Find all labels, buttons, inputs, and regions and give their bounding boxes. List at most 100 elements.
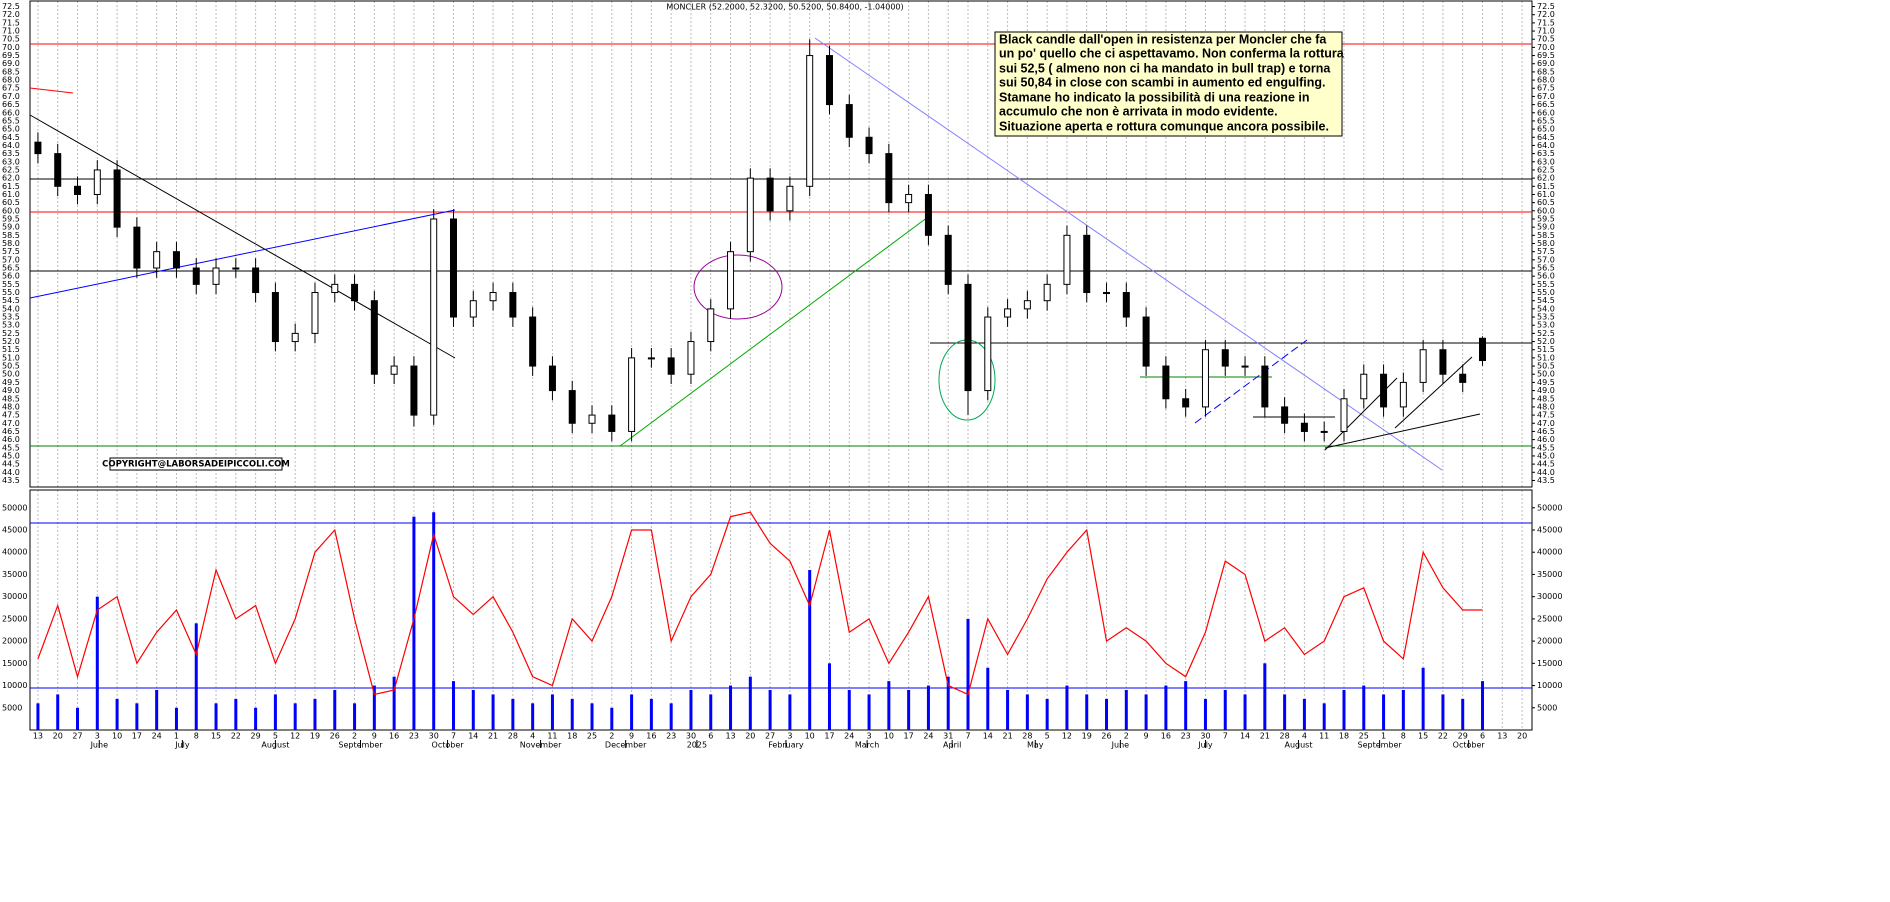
x-tick-label: 18 bbox=[1339, 732, 1349, 741]
candle-body bbox=[351, 283, 359, 302]
overlays bbox=[29, 0, 1533, 731]
y-tick-label: 30000 bbox=[1537, 592, 1562, 601]
y-tick-label: 56.5 bbox=[1537, 264, 1555, 273]
x-tick-label: 20 bbox=[53, 732, 63, 741]
volume-bar bbox=[1401, 690, 1405, 730]
volume-bar bbox=[1342, 690, 1346, 730]
volume-bar bbox=[827, 663, 831, 730]
volume-bar bbox=[1164, 685, 1168, 730]
volume-bar bbox=[1302, 698, 1306, 730]
x-tick-label: 7 bbox=[451, 732, 456, 741]
y-tick-label: 63.0 bbox=[2, 157, 20, 166]
y-tick-label: 71.0 bbox=[1537, 27, 1555, 36]
y-tick-label: 68.0 bbox=[1537, 76, 1555, 85]
y-tick-label: 72.0 bbox=[2, 10, 20, 19]
x-tick-label: 4 bbox=[530, 732, 535, 741]
note-box bbox=[994, 31, 1343, 137]
y-tick-label: 43.5 bbox=[1537, 476, 1555, 485]
x-tick-label: 12 bbox=[290, 732, 300, 741]
y-tick-label: 50000 bbox=[1537, 503, 1562, 512]
month-label: October bbox=[432, 741, 465, 750]
volume-bar bbox=[1382, 694, 1386, 730]
x-tick-label: 10 bbox=[805, 732, 815, 741]
y-tick-label: 71.0 bbox=[2, 27, 20, 36]
note-line: Black candle dall'open in resistenza per… bbox=[999, 32, 1327, 46]
candle-body bbox=[1439, 349, 1447, 375]
candle-body bbox=[1419, 349, 1427, 383]
price-frame bbox=[29, 0, 1533, 488]
y-tick-label: 52.0 bbox=[1537, 337, 1555, 346]
volume-bar bbox=[1441, 694, 1445, 730]
volume-average-line bbox=[37, 511, 1483, 696]
month-label: December bbox=[605, 741, 647, 750]
candle-body bbox=[1360, 373, 1368, 400]
x-tick-label: 20 bbox=[745, 732, 755, 741]
y-tick-label: 45.0 bbox=[2, 451, 20, 460]
volume-bar bbox=[946, 676, 950, 730]
y-tick-label: 52.0 bbox=[2, 337, 20, 346]
x-tick-label: 27 bbox=[765, 732, 775, 741]
y-tick-label: 61.0 bbox=[1537, 190, 1555, 199]
volume-bar bbox=[56, 694, 60, 730]
volume-bar bbox=[412, 516, 416, 730]
x-tick-label: 30 bbox=[686, 732, 696, 741]
x-tick-label: 28 bbox=[1280, 732, 1290, 741]
y-tick-label: 35000 bbox=[2, 570, 27, 579]
x-tick-label: 14 bbox=[468, 732, 478, 741]
candle-body bbox=[1261, 365, 1269, 408]
y-tick-label: 47.5 bbox=[2, 411, 20, 420]
y-tick-label: 72.0 bbox=[1537, 10, 1555, 19]
x-tick-label: 16 bbox=[1161, 732, 1171, 741]
y-tick-label: 50.5 bbox=[2, 362, 20, 371]
volume-bar bbox=[1085, 694, 1089, 730]
candle-body bbox=[1399, 381, 1407, 408]
y-tick-label: 70.0 bbox=[1537, 43, 1555, 52]
x-tick-label: 30 bbox=[1200, 732, 1210, 741]
y-tick-label: 46.5 bbox=[2, 427, 20, 436]
candle-body bbox=[509, 292, 517, 318]
y-tick-label: 69.0 bbox=[2, 59, 20, 68]
volume-bar bbox=[748, 676, 752, 730]
y-tick-label: 53.0 bbox=[1537, 321, 1555, 330]
y-tick-label: 58.5 bbox=[1537, 231, 1555, 240]
y-tick-label: 40000 bbox=[2, 548, 27, 557]
note-line: sui 50,84 in close con scambi in aumento… bbox=[999, 75, 1325, 89]
candle-body bbox=[924, 193, 932, 236]
candle-body bbox=[1320, 430, 1328, 433]
x-tick-label: 24 bbox=[923, 732, 933, 741]
y-tick-label: 43.5 bbox=[2, 476, 20, 485]
candle-body bbox=[93, 169, 101, 195]
candle-body bbox=[687, 341, 695, 375]
volume-bar bbox=[1045, 698, 1049, 730]
y-tick-label: 44.0 bbox=[2, 468, 20, 477]
candle-body bbox=[172, 251, 180, 269]
volume-bar bbox=[155, 690, 159, 730]
candle-body bbox=[1281, 406, 1289, 424]
candle-body bbox=[529, 316, 537, 367]
x-tick-label: 8 bbox=[194, 732, 199, 741]
y-tick-label: 55.0 bbox=[2, 288, 20, 297]
volume-bar bbox=[1362, 685, 1366, 730]
candle-body bbox=[1103, 292, 1111, 295]
y-tick-label: 65.5 bbox=[2, 116, 20, 125]
volume-bar bbox=[847, 690, 851, 730]
month-label: August bbox=[1284, 741, 1312, 750]
trend-line bbox=[29, 209, 456, 299]
volume-bar bbox=[1105, 698, 1109, 730]
candle-body bbox=[34, 141, 42, 155]
x-tick-label: 21 bbox=[1002, 732, 1012, 741]
volume-bar bbox=[570, 698, 574, 730]
volume-bar bbox=[630, 694, 634, 730]
x-tick-label: 3 bbox=[867, 732, 872, 741]
y-tick-label: 45000 bbox=[2, 526, 27, 535]
month-label: July bbox=[174, 741, 190, 750]
y-tick-label: 59.0 bbox=[2, 223, 20, 232]
y-tick-label: 20000 bbox=[1537, 637, 1562, 646]
y-tick-label: 49.0 bbox=[1537, 386, 1555, 395]
y-tick-label: 65.0 bbox=[2, 125, 20, 134]
candle-body bbox=[1201, 349, 1209, 408]
x-tick-label: 30 bbox=[429, 732, 439, 741]
candle-body bbox=[628, 357, 636, 432]
x-tick-label: 19 bbox=[310, 732, 320, 741]
y-tick-label: 63.0 bbox=[1537, 157, 1555, 166]
